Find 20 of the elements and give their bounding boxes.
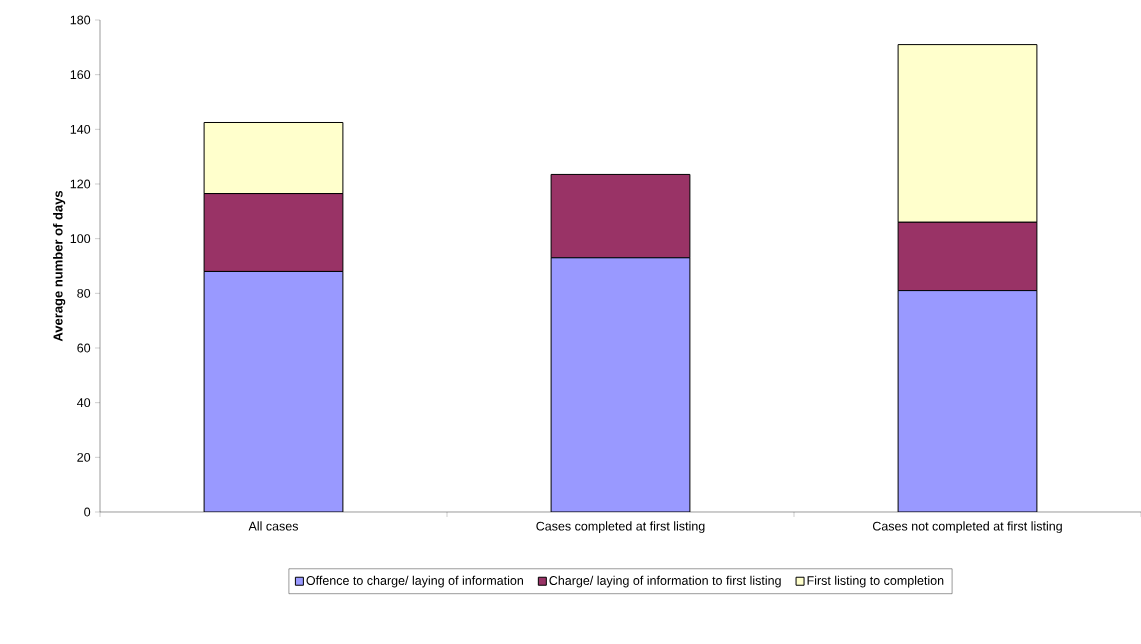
x-tick-label: Cases not completed at first listing <box>872 521 1062 534</box>
y-tick-label: 40 <box>77 398 91 408</box>
y-tick-label: 160 <box>70 70 91 80</box>
y-axis-title: Average number of days <box>53 190 66 342</box>
y-tick-label: 180 <box>70 15 91 25</box>
bar <box>550 257 691 512</box>
bar <box>897 290 1038 512</box>
legend-label: Offence to charge/ laying of information <box>306 575 523 588</box>
legend-label: Charge/ laying of information to first listing <box>549 575 781 588</box>
y-tick-label: 80 <box>77 288 91 298</box>
x-tick-label: Cases completed at first listing <box>536 521 705 534</box>
y-tick-label: 0 <box>84 507 91 517</box>
x-tick-label: All cases <box>248 521 299 531</box>
y-tick-label: 20 <box>77 452 91 462</box>
y-tick-label: 140 <box>70 124 91 134</box>
legend-label: First listing to completion <box>807 575 944 588</box>
y-tick-label: 100 <box>70 234 91 244</box>
y-tick-label: 120 <box>70 179 91 189</box>
bar <box>203 270 344 512</box>
y-tick-label: 60 <box>77 343 91 353</box>
